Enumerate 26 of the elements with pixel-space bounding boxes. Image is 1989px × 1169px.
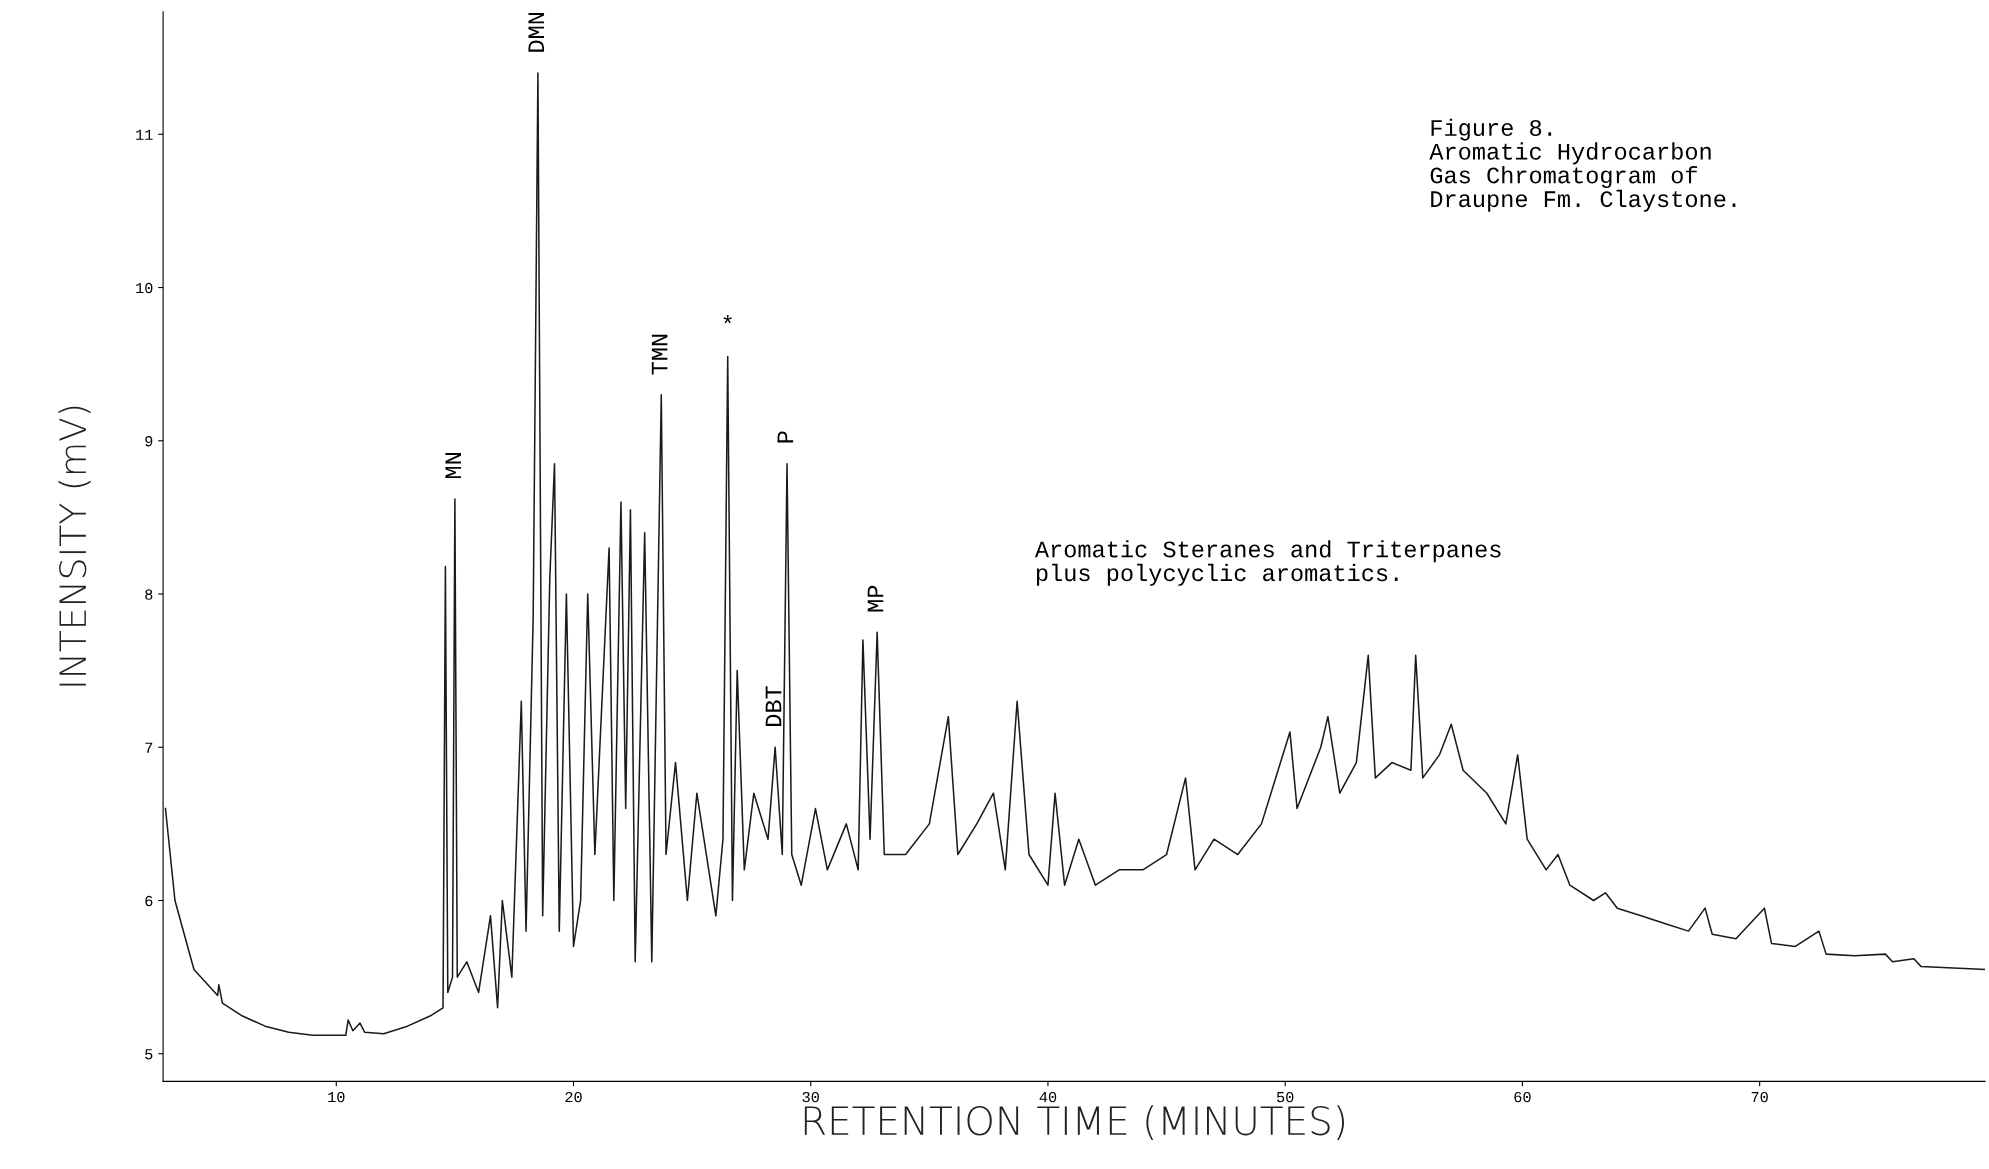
- y-tick-label: 11: [136, 129, 153, 140]
- annotation: Aromatic Steranes and Triterpanes plus polycyclic aromatics.: [1034, 540, 1501, 586]
- y-tick-label: 7: [145, 742, 153, 753]
- x-axis-title: RETENTION TIME (MINUTES): [804, 1105, 1345, 1140]
- annotation: *: [723, 315, 732, 324]
- line-series: [164, 72, 1986, 1037]
- annotation: TMN: [651, 334, 668, 375]
- x-tick-label: 70: [1751, 1091, 1768, 1103]
- annotation: MN: [445, 453, 461, 479]
- y-tick-label: 5: [145, 1049, 153, 1060]
- y-tick-label: 6: [145, 895, 153, 907]
- x-tick-label: 60: [1514, 1091, 1531, 1103]
- annotation: MP: [867, 585, 884, 612]
- x-tick-label: 40: [1039, 1091, 1057, 1103]
- y-tick-label: 8: [145, 589, 153, 600]
- x-tick-label: 30: [802, 1091, 819, 1103]
- x-tick-label: 20: [565, 1091, 582, 1103]
- x-tick-label: 10: [328, 1091, 345, 1103]
- y-tick-label: 10: [136, 282, 153, 294]
- y-axis-title: INTENSITY (mV): [58, 406, 91, 686]
- annotation: Figure 8. Aromatic Hydrocarbon Gas Chromatogram of Draupne Fm. Claystone.: [1429, 118, 1736, 212]
- annotation: P: [777, 431, 794, 443]
- x-tick-label: 50: [1276, 1091, 1294, 1103]
- y-tick-label: 9: [145, 436, 153, 447]
- annotation: DBT: [765, 686, 782, 726]
- annotation: DMN: [528, 12, 545, 52]
